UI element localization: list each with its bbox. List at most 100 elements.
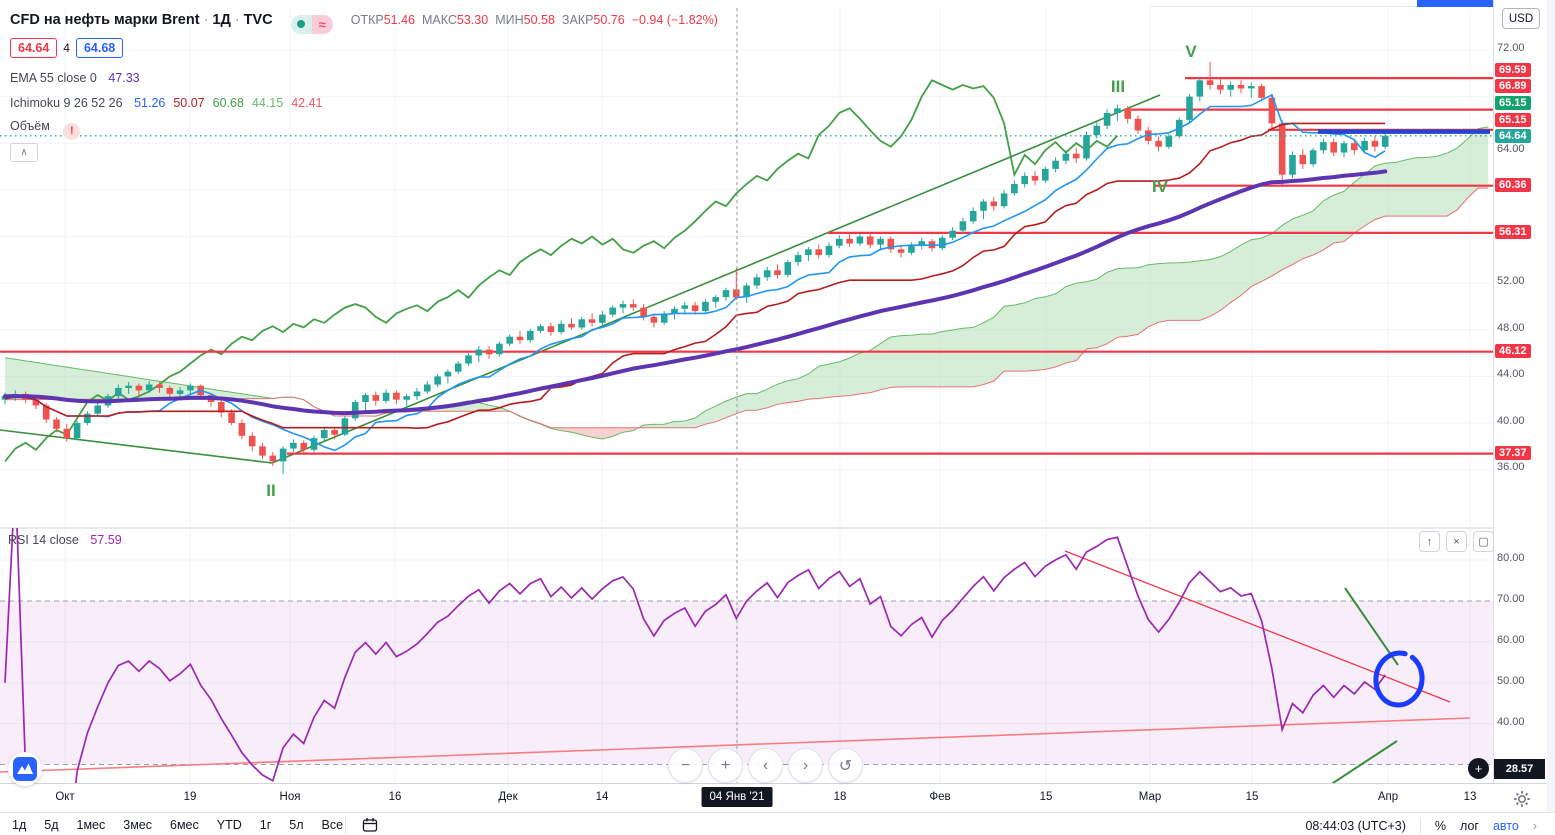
price-axis-label: 66.89 [1495, 79, 1531, 93]
legend-collapse-button[interactable]: ∧ [10, 143, 38, 162]
range-button-Все[interactable]: Все [321, 818, 344, 832]
top-scroll-indicator[interactable] [1417, 0, 1553, 7]
date-range-buttons: 1д 5д 1мес 3мес 6мес YTD 1г 5л Все [12, 818, 343, 832]
volume-legend-row[interactable]: Объём ! [10, 119, 81, 140]
time-axis-tick: Окт [55, 791, 75, 803]
zoom-out-button[interactable]: − [668, 748, 703, 783]
auto-scale-button[interactable]: авто [1492, 819, 1519, 833]
price-axis-label: 52.00 [1497, 275, 1525, 287]
change-value: −0.94 (−1.82%) [631, 13, 718, 27]
zoom-in-button[interactable]: + [708, 748, 743, 783]
crosshair-date-label: 04 Янв '21 [701, 787, 773, 807]
ichimoku-legend-row[interactable]: Ichimoku 9 26 52 26 51.26 50.07 60.68 44.15… [10, 96, 322, 110]
ema-legend-row[interactable]: EMA 55 close 0 47.33 [10, 71, 140, 85]
bid-price-button[interactable]: 64.64 [10, 38, 58, 58]
time-axis-tick: 15 [1039, 791, 1053, 803]
price-axis-label: 37.37 [1495, 446, 1531, 460]
pane-close-button[interactable]: × [1446, 531, 1467, 552]
price-axis-label: 48.00 [1497, 322, 1525, 334]
toolbar-divider [345, 816, 346, 834]
interval-label[interactable]: 1Д [212, 12, 231, 28]
quote-row: 64.64 4 64.68 [10, 38, 124, 58]
toolbar-right-group: 08:44:03 (UTC+3) % лог авто › [1305, 818, 1537, 834]
price-axis-label: 72.00 [1497, 42, 1525, 54]
axis-settings-gear-icon[interactable] [1512, 789, 1532, 809]
toolbar-divider [1419, 818, 1421, 834]
ichimoku-value: 51.26 [134, 96, 166, 110]
separator: · [203, 12, 209, 28]
price-axis-label: 64.64 [1495, 129, 1531, 143]
price-axis[interactable]: USD 72.00 69.59 66.89 65.15 65.15 64.00 64.64 6… [1493, 0, 1547, 812]
price-axis-label: 46.12 [1495, 344, 1531, 358]
axis-chevron[interactable]: › [1532, 819, 1537, 833]
time-axis[interactable]: Окт 19 Ноя 16 Дек 14 04 Янв '21 18 Фев 15 Мар 15 Апр… [0, 783, 1546, 813]
add-alert-plus-button[interactable]: + [1468, 758, 1489, 779]
close-label: ЗАКР [561, 13, 594, 27]
time-axis-tick: Апр [1377, 791, 1399, 803]
range-button-5д[interactable]: 5д [44, 818, 59, 832]
rsi-axis-label: 40.00 [1497, 716, 1525, 728]
low-label: МИН [495, 13, 524, 27]
svg-text:IV: IV [1152, 177, 1169, 196]
exchange-label[interactable]: TVC [243, 12, 273, 28]
right-panel-edge [1546, 0, 1555, 835]
tradingview-logo[interactable] [8, 752, 42, 786]
currency-usd-button[interactable]: USD [1502, 8, 1540, 29]
range-button-3мес[interactable]: 3мес [123, 818, 152, 832]
price-axis-label: 69.59 [1495, 63, 1531, 77]
market-status-pill[interactable]: ≈ [290, 14, 333, 34]
time-axis-tick: 13 [1463, 791, 1477, 803]
close-value: 50.76 [593, 13, 625, 27]
rsi-pane-controls: ↑ × ▢ [1419, 531, 1494, 552]
time-axis-tick: Мар [1138, 791, 1162, 803]
time-axis-tick: 16 [388, 791, 402, 803]
time-axis-tick: Фев [929, 791, 951, 803]
symbol-title[interactable]: CFD на нефть марки Brent [10, 12, 200, 28]
clock-label[interactable]: 08:44:03 (UTC+3) [1305, 819, 1406, 833]
range-button-1г[interactable]: 1г [259, 818, 272, 832]
range-button-1мес[interactable]: 1мес [76, 818, 106, 832]
time-axis-tick: 18 [833, 791, 847, 803]
reset-view-button[interactable]: ↺ [828, 748, 863, 783]
rsi-label: RSI 14 close [8, 533, 79, 547]
time-axis-tick: 15 [1245, 791, 1259, 803]
ichimoku-label: Ichimoku 9 26 52 26 [10, 96, 123, 110]
time-axis-tick: 19 [183, 791, 197, 803]
ichimoku-values: 51.26 50.07 60.68 44.15 42.41 [126, 96, 322, 110]
rsi-legend-row[interactable]: RSI 14 close 57.59 [8, 533, 122, 547]
ichimoku-value: 44.15 [251, 96, 284, 110]
range-button-YTD[interactable]: YTD [216, 818, 242, 832]
ask-price-button[interactable]: 64.68 [75, 38, 124, 58]
price-axis-label: 65.15 [1495, 113, 1531, 127]
delayed-data-icon: ≈ [311, 14, 333, 34]
symbol-title-row[interactable]: CFD на нефть марки Brent · 1Д · TVC ≈ ОТКР51… [10, 12, 718, 34]
rsi-cursor-value-label: 28.57 [1494, 759, 1545, 779]
range-button-5л[interactable]: 5л [289, 818, 304, 832]
low-value: 50.58 [523, 13, 555, 27]
percent-scale-button[interactable]: % [1434, 819, 1447, 833]
go-to-date-calendar-icon[interactable] [362, 817, 378, 833]
svg-text:II: II [266, 481, 275, 500]
price-axis-label: 44.00 [1497, 368, 1525, 380]
rsi-axis-label: 70.00 [1497, 593, 1525, 605]
scroll-left-button[interactable]: ‹ [748, 748, 783, 783]
pane-maximize-button[interactable]: ▢ [1473, 531, 1494, 552]
price-axis-label: 64.00 [1497, 143, 1525, 155]
price-axis-label: 40.00 [1497, 415, 1525, 427]
range-button-1д[interactable]: 1д [12, 818, 27, 832]
pane-move-up-button[interactable]: ↑ [1419, 531, 1440, 552]
log-scale-button[interactable]: лог [1460, 819, 1479, 833]
price-axis-label: 65.15 [1495, 96, 1531, 110]
range-button-6мес[interactable]: 6мес [170, 818, 199, 832]
high-value: 53.30 [456, 13, 489, 27]
svg-text:III: III [1111, 77, 1125, 96]
scroll-right-button[interactable]: › [788, 748, 823, 783]
ichimoku-value: 60.68 [212, 96, 244, 110]
market-open-dot-icon [290, 14, 312, 34]
volume-warning-icon[interactable]: ! [63, 122, 81, 140]
time-axis-tick: 14 [595, 791, 609, 803]
ohlc-readout: ОТКР51.46 МАКС53.30 МИН50.58 ЗАКР50.76 −0.94… [351, 13, 718, 27]
price-axis-label: 36.00 [1497, 461, 1525, 473]
